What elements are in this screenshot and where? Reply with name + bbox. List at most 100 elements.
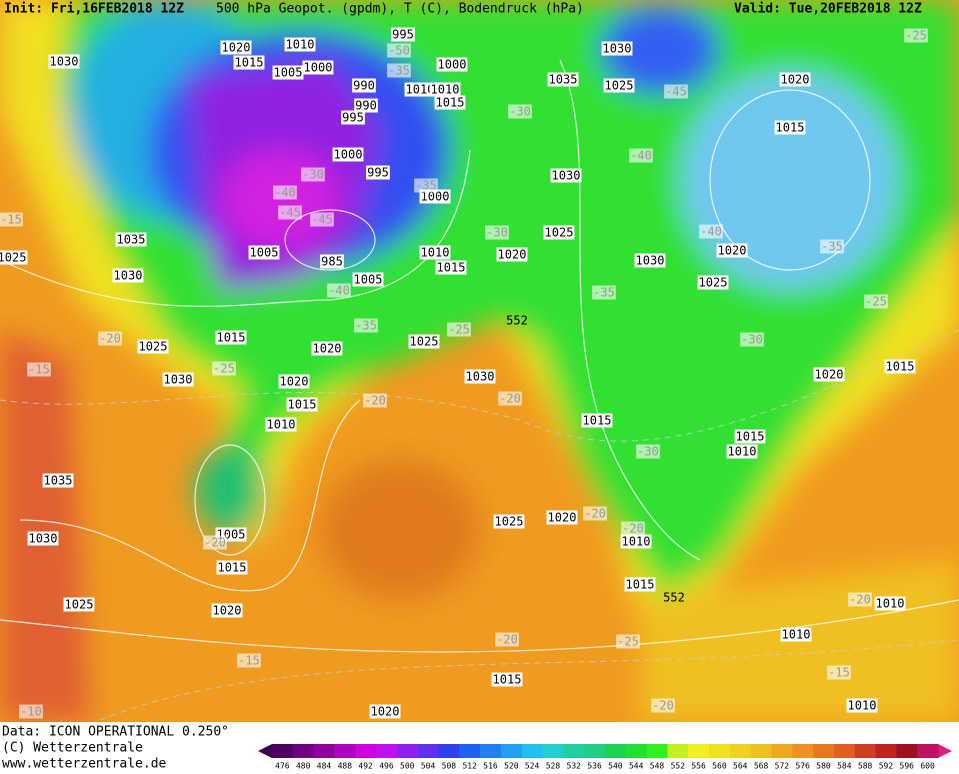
- isobar-label: 1005: [354, 273, 383, 287]
- temperature-label: -25: [865, 295, 887, 309]
- temperature-label: -35: [821, 240, 843, 254]
- isobar-label: 1015: [437, 261, 466, 275]
- isobar-label-box: [624, 577, 656, 592]
- temperature-label: -25: [213, 362, 235, 376]
- colorbar-label: 592: [879, 762, 894, 771]
- colorbar-label: 600: [920, 762, 935, 771]
- isobar-label: 1015: [886, 360, 915, 374]
- temperature-label-box: [629, 148, 653, 163]
- isobar-label-box: [543, 225, 575, 240]
- isobar-label: 1020: [718, 244, 747, 258]
- color-swatch: [521, 744, 544, 758]
- temperature-label: -15: [828, 666, 850, 680]
- isobar-label: 1015: [776, 121, 805, 135]
- temperature-label-box: [301, 167, 325, 182]
- temperature-label-box: [498, 391, 522, 406]
- color-swatch: [376, 744, 398, 758]
- temperature-label: -20: [499, 392, 521, 406]
- temperature-label: -30: [509, 105, 531, 119]
- isobar-label-box: [391, 27, 415, 42]
- temperature-label-box: [651, 698, 675, 713]
- isobar-label-box: [603, 78, 635, 93]
- color-swatch: [500, 744, 523, 758]
- isobar-label-box: [779, 72, 811, 87]
- temperature-label-box: [354, 318, 378, 333]
- temperature-label: -20: [496, 633, 518, 647]
- temperature-label-box: [212, 361, 236, 376]
- colorbar-label: 500: [400, 762, 415, 771]
- temperature-label: -20: [849, 593, 871, 607]
- color-swatch: [584, 744, 606, 758]
- isobar-label: 1000: [334, 148, 363, 162]
- isobar-label: 1015: [493, 673, 522, 687]
- isobar-label-box: [780, 627, 812, 642]
- color-swatch: [563, 744, 585, 758]
- temperature-label: -25: [448, 323, 470, 337]
- isobar-label: 1015: [436, 96, 465, 110]
- colorbar-label: 516: [483, 762, 498, 771]
- colorbar-label: 552: [671, 762, 686, 771]
- isobar-label: 1010: [431, 83, 460, 97]
- isobar-label-box: [248, 245, 280, 260]
- temperature-label: -20: [622, 522, 644, 536]
- temperature-label-box: [387, 43, 411, 58]
- temperature-label: -50: [388, 44, 410, 58]
- isobar-label-box: [341, 110, 365, 125]
- isobar-label: 1005: [274, 66, 303, 80]
- color-swatch: [480, 744, 502, 758]
- color-swatch: [667, 744, 689, 758]
- isobar-label: 1010: [286, 38, 315, 52]
- isobar-label: 1015: [626, 578, 655, 592]
- temperature-label: -15: [0, 213, 22, 227]
- isobar-label-box: [408, 334, 440, 349]
- isobar-label: 1020: [213, 604, 242, 618]
- isobar-label: 1030: [466, 370, 495, 384]
- temperature-label-box: [864, 294, 888, 309]
- isobar-label-box: [620, 534, 652, 549]
- colorbar-label: 540: [608, 762, 623, 771]
- isobar-label: 1030: [636, 254, 665, 268]
- temperature-label: -20: [584, 507, 606, 521]
- isobar-label: 1030: [29, 532, 58, 546]
- isobar-label-box: [115, 232, 147, 247]
- temperature-label-box: [278, 205, 302, 220]
- temperature-label-box: [27, 362, 51, 377]
- isobar-label-box: [493, 514, 525, 529]
- colorbar-label: 484: [317, 762, 332, 771]
- isobar-label-box: [634, 253, 666, 268]
- isobar-label-box: [354, 98, 378, 113]
- isobar-label-box: [332, 147, 364, 162]
- isobar-label-box: [726, 444, 758, 459]
- colorbar-label: 560: [712, 762, 727, 771]
- isobar-label: 985: [321, 255, 343, 269]
- isobar-label-box: [369, 704, 401, 719]
- colorbar-label: 504: [421, 762, 436, 771]
- isobar-label-box: [419, 245, 451, 260]
- color-swatch: [750, 744, 772, 758]
- isobar-label: 1015: [583, 414, 612, 428]
- isobar-label: 995: [367, 166, 389, 180]
- temperature-label-box: [583, 506, 607, 521]
- isobar-label: 1020: [498, 248, 527, 262]
- isobar-label: 1025: [410, 335, 439, 349]
- colorbar-over: [938, 744, 952, 758]
- colorbar-label: 596: [900, 762, 915, 771]
- isobar-label-box: [774, 120, 806, 135]
- colorbar-label: 508: [442, 762, 457, 771]
- color-swatch: [334, 744, 356, 758]
- temperature-label-box: [848, 592, 872, 607]
- color-swatch: [875, 744, 897, 758]
- isobar-label-box: [419, 189, 451, 204]
- temperature-label: -25: [905, 29, 927, 43]
- isobar-label-box: [278, 374, 310, 389]
- color-swatch: [917, 744, 939, 758]
- temperature-label: -35: [355, 319, 377, 333]
- isobar-label: 1010: [782, 628, 811, 642]
- color-swatch: [688, 744, 710, 758]
- isobar-label-box: [434, 95, 466, 110]
- height-label: 552: [506, 314, 528, 328]
- colorbar-label: 480: [296, 762, 311, 771]
- color-swatch: [272, 744, 294, 758]
- isobar-label: 1010: [848, 699, 877, 713]
